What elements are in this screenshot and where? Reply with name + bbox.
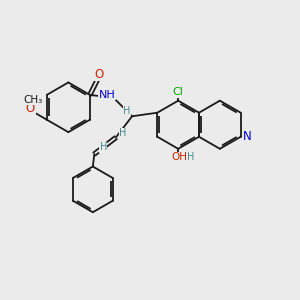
Text: O: O [26,102,35,115]
Text: O: O [94,68,104,81]
Text: N: N [243,130,252,143]
Text: H: H [100,142,107,152]
Text: CH₃: CH₃ [23,94,42,104]
Text: H: H [119,128,127,138]
Text: H: H [187,152,194,162]
Text: NH: NH [99,90,116,100]
Text: H: H [123,106,130,116]
Text: OH: OH [172,152,188,162]
Text: Cl: Cl [173,87,184,98]
